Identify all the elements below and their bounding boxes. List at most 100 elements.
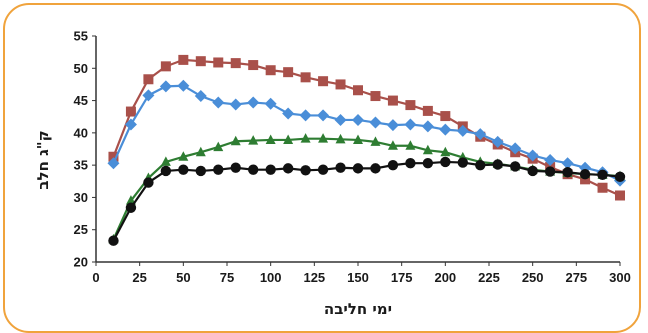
data-point bbox=[386, 119, 399, 132]
x-tick-label: 175 bbox=[391, 270, 413, 285]
data-point bbox=[248, 60, 259, 71]
data-point bbox=[353, 134, 363, 144]
data-point bbox=[213, 57, 224, 68]
data-point bbox=[597, 182, 608, 193]
data-point bbox=[265, 164, 276, 175]
data-point bbox=[510, 161, 521, 172]
data-point bbox=[456, 124, 469, 137]
data-point bbox=[160, 61, 171, 72]
data-point bbox=[265, 134, 276, 144]
data-point bbox=[125, 106, 136, 117]
data-point bbox=[195, 56, 206, 67]
data-point bbox=[317, 109, 330, 122]
x-tick-label: 125 bbox=[303, 270, 325, 285]
data-point bbox=[335, 133, 346, 144]
data-point bbox=[527, 165, 538, 177]
y-tick-label: 30 bbox=[74, 190, 88, 205]
data-point bbox=[422, 144, 433, 155]
y-tick-label: 40 bbox=[74, 125, 88, 140]
data-point bbox=[299, 109, 312, 122]
data-point bbox=[370, 91, 381, 102]
data-point bbox=[561, 157, 574, 170]
series-line bbox=[112, 137, 621, 240]
data-point bbox=[615, 190, 625, 201]
data-point bbox=[282, 163, 294, 174]
data-point bbox=[544, 153, 557, 166]
data-point bbox=[212, 96, 225, 109]
y-tick-label: 55 bbox=[74, 29, 88, 44]
x-tick-label: 75 bbox=[220, 270, 234, 285]
data-point bbox=[142, 89, 155, 102]
data-point bbox=[335, 79, 346, 90]
data-point bbox=[440, 111, 451, 122]
data-point bbox=[475, 159, 486, 171]
series-3 bbox=[108, 133, 625, 244]
data-point bbox=[491, 135, 504, 148]
data-point bbox=[177, 79, 190, 92]
x-tick-label: 150 bbox=[347, 270, 369, 285]
data-point bbox=[440, 156, 451, 168]
data-point bbox=[230, 135, 241, 146]
data-point bbox=[318, 133, 329, 143]
data-point bbox=[178, 54, 189, 65]
data-point bbox=[300, 133, 311, 143]
series-4 bbox=[108, 156, 626, 246]
data-point bbox=[317, 164, 329, 175]
data-point bbox=[457, 157, 468, 168]
data-point bbox=[387, 140, 398, 150]
data-point bbox=[143, 177, 154, 188]
data-point bbox=[300, 165, 311, 176]
series-1 bbox=[108, 54, 625, 201]
data-point bbox=[440, 146, 451, 157]
data-point bbox=[352, 113, 364, 126]
x-tick-label: 50 bbox=[176, 270, 190, 285]
data-point bbox=[194, 90, 207, 103]
data-point bbox=[405, 158, 416, 169]
data-point bbox=[422, 105, 433, 116]
data-point bbox=[248, 135, 259, 145]
x-tick-label: 100 bbox=[260, 270, 282, 285]
data-point bbox=[544, 166, 556, 177]
data-point bbox=[474, 128, 487, 141]
data-point bbox=[562, 167, 573, 178]
data-point bbox=[247, 96, 260, 109]
data-point bbox=[213, 164, 224, 175]
data-point bbox=[283, 67, 294, 78]
y-tick-label: 20 bbox=[74, 255, 88, 270]
series-2 bbox=[107, 79, 626, 187]
data-point bbox=[230, 58, 241, 69]
data-point bbox=[124, 118, 137, 131]
data-point bbox=[352, 163, 364, 174]
data-point bbox=[334, 113, 347, 126]
x-tick-label: 275 bbox=[565, 270, 587, 285]
data-point bbox=[265, 65, 276, 76]
data-point bbox=[579, 168, 591, 180]
data-point bbox=[492, 159, 503, 170]
x-tick-label: 225 bbox=[478, 270, 500, 285]
data-point bbox=[335, 162, 346, 173]
data-point bbox=[107, 157, 120, 170]
data-point bbox=[614, 171, 626, 182]
y-axis-title: ק"ג חלב bbox=[34, 130, 52, 189]
data-point bbox=[405, 100, 416, 111]
data-point bbox=[509, 142, 522, 155]
x-tick-label: 200 bbox=[434, 270, 456, 285]
data-point bbox=[422, 158, 434, 169]
data-point bbox=[195, 146, 206, 157]
series-line bbox=[112, 58, 621, 197]
axes: 0 25 50 75 100 125 150 175 200 225 250 275 300 20 25 30… bbox=[74, 29, 631, 286]
data-point bbox=[229, 98, 242, 111]
x-tick-label: 300 bbox=[609, 270, 631, 285]
series-line bbox=[112, 84, 621, 182]
data-point bbox=[318, 76, 329, 87]
data-point bbox=[159, 80, 172, 93]
data-point bbox=[526, 149, 539, 162]
data-point bbox=[370, 163, 381, 174]
series-line bbox=[112, 160, 621, 242]
data-point bbox=[160, 165, 172, 177]
data-point bbox=[195, 165, 206, 177]
x-tick-label: 0 bbox=[92, 270, 99, 285]
y-tick-label: 50 bbox=[74, 61, 88, 76]
data-point bbox=[404, 118, 417, 131]
x-tick-label: 250 bbox=[522, 270, 544, 285]
